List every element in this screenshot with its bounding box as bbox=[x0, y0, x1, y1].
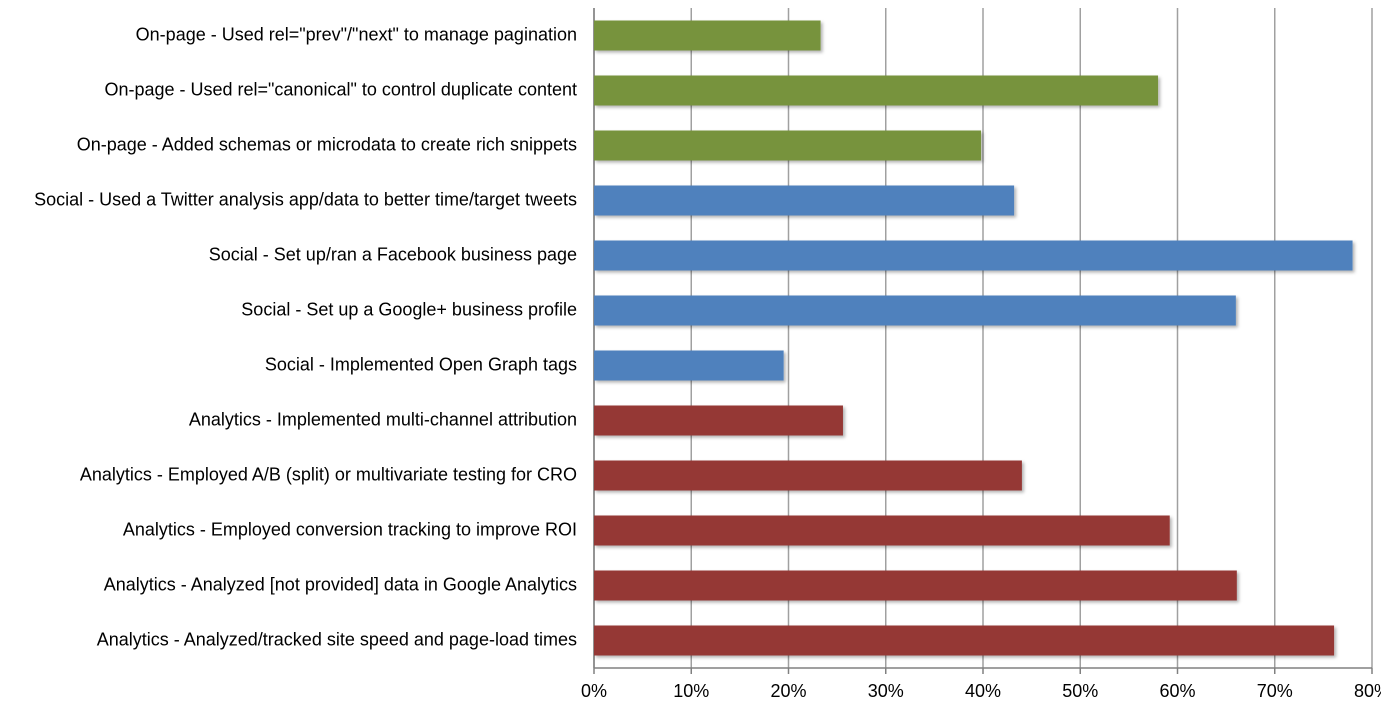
bar bbox=[594, 240, 1353, 271]
y-tick-label: On-page - Used rel="canonical" to contro… bbox=[104, 79, 577, 99]
y-tick-label: On-page - Used rel="prev"/"next" to mana… bbox=[136, 24, 577, 44]
y-tick-label: Social - Set up/ran a Facebook business … bbox=[209, 244, 577, 264]
y-tick-label: Social - Used a Twitter analysis app/dat… bbox=[34, 189, 577, 209]
bar bbox=[594, 570, 1237, 601]
x-tick-label: 40% bbox=[965, 681, 1001, 701]
bar bbox=[594, 295, 1236, 326]
y-tick-label: Analytics - Analyzed/tracked site speed … bbox=[97, 629, 577, 649]
bar bbox=[594, 405, 843, 436]
x-tick-label: 80% bbox=[1354, 681, 1381, 701]
bar bbox=[594, 75, 1159, 106]
x-tick-label: 70% bbox=[1257, 681, 1293, 701]
bar bbox=[594, 130, 982, 161]
bar bbox=[594, 515, 1170, 546]
y-tick-label: Analytics - Analyzed [not provided] data… bbox=[104, 574, 577, 594]
x-tick-label: 30% bbox=[868, 681, 904, 701]
y-tick-label: Analytics - Employed A/B (split) or mult… bbox=[80, 464, 577, 484]
x-tick-label: 60% bbox=[1159, 681, 1195, 701]
x-tick-label: 20% bbox=[770, 681, 806, 701]
bar bbox=[594, 185, 1015, 216]
bar bbox=[594, 20, 821, 51]
x-tick-label: 0% bbox=[581, 681, 607, 701]
y-tick-label: On-page - Added schemas or microdata to … bbox=[77, 134, 577, 154]
bar bbox=[594, 625, 1335, 656]
bar bbox=[594, 460, 1022, 491]
x-tick-label: 10% bbox=[673, 681, 709, 701]
y-tick-label: Social - Set up a Google+ business profi… bbox=[241, 299, 577, 319]
y-tick-label: Social - Implemented Open Graph tags bbox=[265, 354, 577, 374]
y-tick-label: Analytics - Employed conversion tracking… bbox=[123, 519, 577, 539]
bar bbox=[594, 350, 784, 381]
x-tick-label: 50% bbox=[1062, 681, 1098, 701]
y-tick-label: Analytics - Implemented multi-channel at… bbox=[189, 409, 577, 429]
